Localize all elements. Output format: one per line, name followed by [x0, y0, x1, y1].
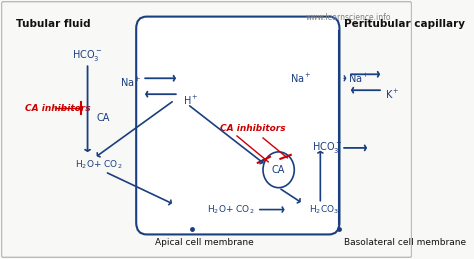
Text: HCO$_3^-$: HCO$_3^-$	[73, 48, 103, 63]
Text: Peritubular capillary: Peritubular capillary	[344, 19, 465, 28]
Text: H$^+$: H$^+$	[183, 93, 199, 107]
Text: Na$^+$: Na$^+$	[290, 72, 311, 85]
FancyBboxPatch shape	[1, 2, 411, 257]
Text: HCO$_3^-$: HCO$_3^-$	[311, 140, 342, 155]
Text: Apical cell membrane: Apical cell membrane	[155, 238, 254, 247]
Text: Tubular fluid: Tubular fluid	[16, 19, 91, 28]
Text: K$^+$: K$^+$	[384, 88, 399, 101]
Text: www.learnscience.info: www.learnscience.info	[306, 13, 392, 22]
Text: Na$^+$: Na$^+$	[348, 72, 370, 85]
Text: H$_2$O+ CO$_2$: H$_2$O+ CO$_2$	[74, 159, 122, 171]
Text: Basolateral cell membrane: Basolateral cell membrane	[344, 238, 466, 247]
Text: H$_2$O+ CO$_2$: H$_2$O+ CO$_2$	[208, 203, 255, 216]
Text: H$_2$CO$_3$: H$_2$CO$_3$	[309, 203, 339, 216]
Text: CA: CA	[272, 165, 285, 175]
Text: CA inhibitors: CA inhibitors	[220, 124, 285, 133]
Text: CA: CA	[96, 113, 109, 123]
FancyBboxPatch shape	[136, 17, 339, 234]
Text: CA inhibitors: CA inhibitors	[25, 104, 91, 113]
Text: Na$^+$: Na$^+$	[120, 76, 141, 89]
